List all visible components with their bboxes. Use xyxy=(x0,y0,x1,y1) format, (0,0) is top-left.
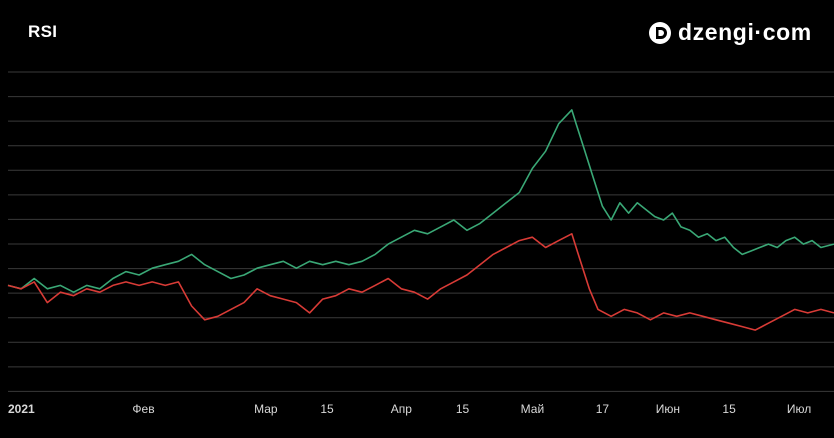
brand-logo: dzengi·com xyxy=(648,19,812,46)
series-line-1 xyxy=(7,109,834,294)
brand-name: dzengi·com xyxy=(678,19,812,45)
x-tick-label: 15 xyxy=(320,402,334,416)
chart-grid xyxy=(8,71,834,392)
brand-mark-icon xyxy=(649,21,671,44)
x-tick-label: 2021 xyxy=(8,402,35,416)
x-tick-label: Июн xyxy=(656,402,680,416)
x-tick-label: 17 xyxy=(596,402,610,416)
x-tick-label: Апр xyxy=(391,402,413,416)
x-tick-label: Июл xyxy=(787,402,811,416)
chart-title: RSI xyxy=(28,22,58,41)
chart-series xyxy=(7,109,834,331)
x-tick-label: Май xyxy=(521,402,545,416)
x-tick-label: Мар xyxy=(254,402,278,416)
x-tick-label: 15 xyxy=(722,402,736,416)
x-tick-label: 15 xyxy=(456,402,470,416)
x-axis: 2021 Фев Мар 15 Апр 15 Май 17 Июн 15 Июл xyxy=(8,402,811,416)
series-line-2 xyxy=(7,233,834,331)
x-tick-label: Фев xyxy=(132,402,154,416)
